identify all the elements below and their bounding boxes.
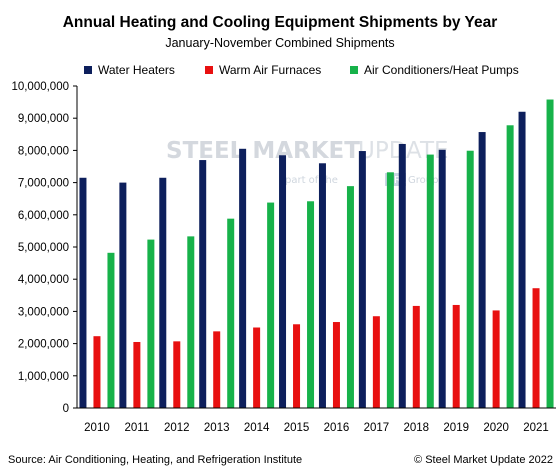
- bar-warm-air-furnaces-2011: [133, 341, 141, 408]
- x-axis: 2010 2011 2012 2013 2014 2015 2016 2017 2018 2019…: [77, 407, 556, 434]
- y-tick-label: 8,000,000: [18, 145, 69, 157]
- copyright-note: © Steel Market Update 2022: [414, 454, 553, 466]
- y-tick-label: 2,000,000: [18, 339, 69, 351]
- bar-air-conditioners-heat-pumps-2021: [546, 99, 554, 409]
- bar-water-heaters-2014: [239, 148, 247, 409]
- bar-warm-air-furnaces-2020: [492, 310, 500, 408]
- x-tick-label: 2011: [125, 422, 150, 434]
- legend-swatch-1: [205, 66, 213, 74]
- x-tick-label: 2018: [403, 422, 429, 434]
- bar-water-heaters-2012: [159, 177, 167, 408]
- y-axis: 0 1,000,000 2,000,000 3,000,000 4,000,000 5,0…: [11, 81, 78, 415]
- bar-water-heaters-2016: [318, 163, 326, 408]
- bar-air-conditioners-heat-pumps-2017: [386, 172, 394, 408]
- bar-air-conditioners-heat-pumps-2013: [227, 218, 235, 408]
- watermark-tagline-post: Group: [408, 175, 438, 186]
- legend-label-2: Air Conditioners/Heat Pumps: [364, 63, 519, 77]
- x-tick-label: 2020: [483, 422, 509, 434]
- x-tick-label: 2019: [443, 422, 469, 434]
- legend-swatch-2: [350, 66, 358, 74]
- watermark-tagline-pre: part of the: [285, 175, 338, 186]
- bar-water-heaters-2011: [119, 182, 127, 408]
- chart-title: Annual Heating and Cooling Equipment Shi…: [63, 14, 498, 31]
- legend-label-0: Water Heaters: [98, 63, 175, 77]
- bar-air-conditioners-heat-pumps-2019: [466, 150, 474, 409]
- y-tick-label: 7,000,000: [18, 178, 69, 190]
- source-note: Source: Air Conditioning, Heating, and R…: [8, 454, 302, 466]
- x-tick-label: 2017: [364, 422, 390, 434]
- y-tick-label: 6,000,000: [18, 210, 69, 222]
- bar-air-conditioners-heat-pumps-2015: [307, 201, 315, 408]
- bar-air-conditioners-heat-pumps-2020: [506, 125, 514, 408]
- y-tick-label: 10,000,000: [11, 81, 69, 93]
- bar-water-heaters-2021: [518, 111, 526, 408]
- x-tick-label: 2013: [204, 422, 230, 434]
- bar-air-conditioners-heat-pumps-2016: [346, 186, 354, 408]
- y-tick-label: 0: [63, 403, 69, 415]
- x-tick-label: 2015: [284, 422, 310, 434]
- bar-warm-air-furnaces-2018: [412, 305, 420, 408]
- bar-water-heaters-2018: [398, 143, 406, 408]
- bar-water-heaters-2010: [79, 177, 87, 408]
- bar-air-conditioners-heat-pumps-2014: [267, 202, 275, 408]
- x-tick-label: 2012: [164, 422, 190, 434]
- watermark-brand-bold: STEEL MARKET: [166, 138, 360, 164]
- y-tick-label: 5,000,000: [18, 242, 69, 254]
- legend-swatch-0: [84, 66, 92, 74]
- watermark-tagline-box: CRU: [387, 175, 408, 186]
- bar-air-conditioners-heat-pumps-2012: [187, 236, 195, 408]
- bar-warm-air-furnaces-2015: [293, 324, 301, 408]
- bar-warm-air-furnaces-2017: [372, 316, 380, 408]
- y-tick-label: 1,000,000: [18, 371, 69, 383]
- bar-warm-air-furnaces-2019: [452, 304, 460, 408]
- bar-water-heaters-2015: [279, 155, 287, 408]
- bar-warm-air-furnaces-2016: [332, 322, 340, 408]
- legend-label-1: Warm Air Furnaces: [219, 63, 321, 77]
- chart-subtitle: January-November Combined Shipments: [165, 36, 394, 50]
- bar-air-conditioners-heat-pumps-2018: [426, 154, 434, 408]
- watermark: STEEL MARKET UPDATE part of the CRU Grou…: [166, 138, 449, 186]
- bar-warm-air-furnaces-2012: [173, 341, 181, 408]
- x-tick-label: 2016: [324, 422, 350, 434]
- bar-warm-air-furnaces-2013: [213, 331, 221, 408]
- legend: Water Heaters Warm Air Furnaces Air Condit…: [84, 63, 519, 77]
- bar-warm-air-furnaces-2021: [532, 288, 540, 408]
- bar-warm-air-furnaces-2010: [93, 336, 101, 408]
- y-tick-label: 3,000,000: [18, 306, 69, 318]
- bar-warm-air-furnaces-2014: [253, 327, 261, 408]
- bar-air-conditioners-heat-pumps-2010: [107, 252, 115, 408]
- bars: [79, 99, 554, 409]
- bar-water-heaters-2020: [478, 132, 486, 408]
- bar-air-conditioners-heat-pumps-2011: [147, 239, 155, 408]
- y-tick-label: 4,000,000: [18, 274, 69, 286]
- y-tick-label: 9,000,000: [18, 113, 69, 125]
- x-tick-label: 2010: [84, 422, 110, 434]
- x-tick-label: 2014: [244, 422, 270, 434]
- bar-water-heaters-2019: [438, 149, 446, 409]
- bar-water-heaters-2017: [358, 151, 366, 408]
- x-tick-label: 2021: [523, 422, 549, 434]
- bar-water-heaters-2013: [199, 160, 207, 408]
